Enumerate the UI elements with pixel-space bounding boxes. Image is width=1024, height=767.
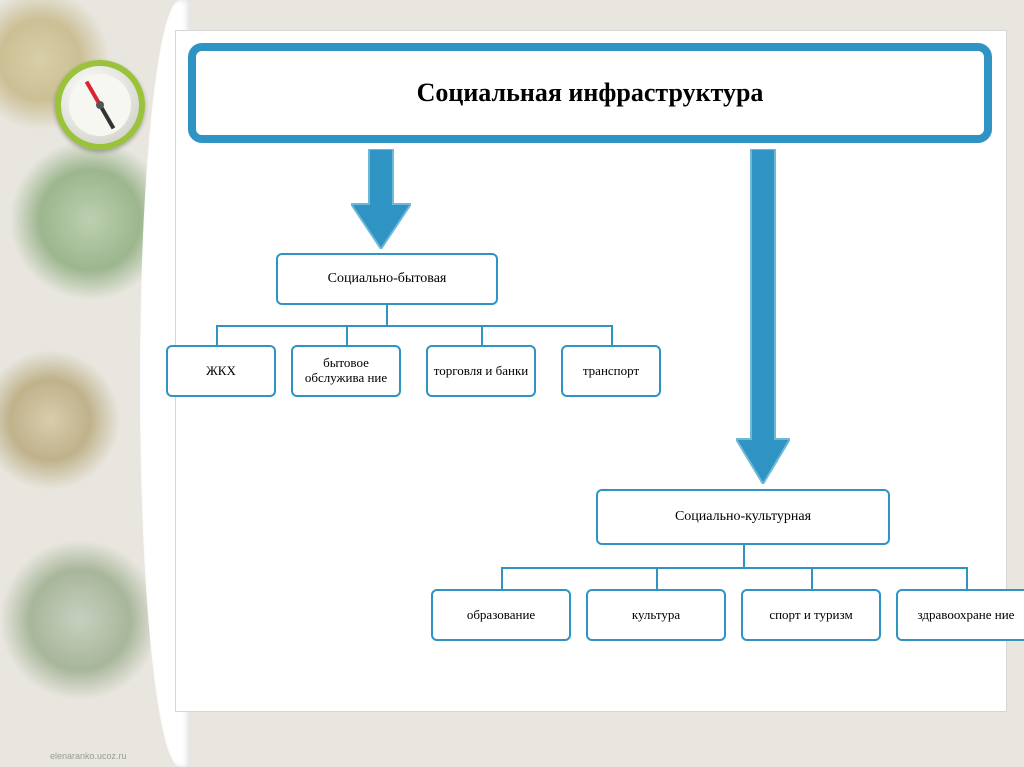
branch-a-box: Социально-бытовая [276, 253, 498, 305]
leaf-box: спорт и туризм [741, 589, 881, 641]
arrow-to-branch-b [736, 149, 790, 484]
leaf-label: образование [463, 606, 539, 625]
connector [386, 305, 388, 325]
branch-b-label: Социально-культурная [671, 507, 815, 527]
compass-icon [55, 60, 145, 150]
diagram-area: Социальная инфраструктура Социально-быто… [175, 30, 1007, 712]
arrow-to-branch-a [351, 149, 411, 249]
connector [216, 325, 218, 345]
connector [216, 325, 611, 327]
connector [966, 567, 968, 589]
branch-b-box: Социально-культурная [596, 489, 890, 545]
slide: Социальная инфраструктура Социально-быто… [0, 0, 1024, 767]
leaf-label: торговля и банки [430, 362, 533, 381]
connector [481, 325, 483, 345]
root-box: Социальная инфраструктура [188, 43, 992, 143]
leaf-label: здравоохране ние [914, 606, 1019, 625]
connector [811, 567, 813, 589]
leaf-label: ЖКХ [202, 362, 240, 381]
leaf-box: культура [586, 589, 726, 641]
connector [656, 567, 658, 589]
connector [346, 325, 348, 345]
leaf-label: транспорт [579, 362, 643, 381]
decorative-sidebar [0, 0, 150, 767]
leaf-box: транспорт [561, 345, 661, 397]
branch-a-label: Социально-бытовая [324, 269, 451, 289]
leaf-box: торговля и банки [426, 345, 536, 397]
root-label: Социальная инфраструктура [413, 76, 768, 110]
leaf-label: бытовое обслужива ние [293, 354, 399, 388]
leaf-box: бытовое обслужива ние [291, 345, 401, 397]
connector [501, 567, 966, 569]
watermark: elenaranko.ucoz.ru [50, 751, 127, 761]
connector [611, 325, 613, 345]
connector [743, 545, 745, 567]
leaf-label: спорт и туризм [765, 606, 856, 625]
leaf-box: ЖКХ [166, 345, 276, 397]
leaf-label: культура [628, 606, 684, 625]
leaf-box: здравоохране ние [896, 589, 1024, 641]
connector [501, 567, 503, 589]
leaf-box: образование [431, 589, 571, 641]
